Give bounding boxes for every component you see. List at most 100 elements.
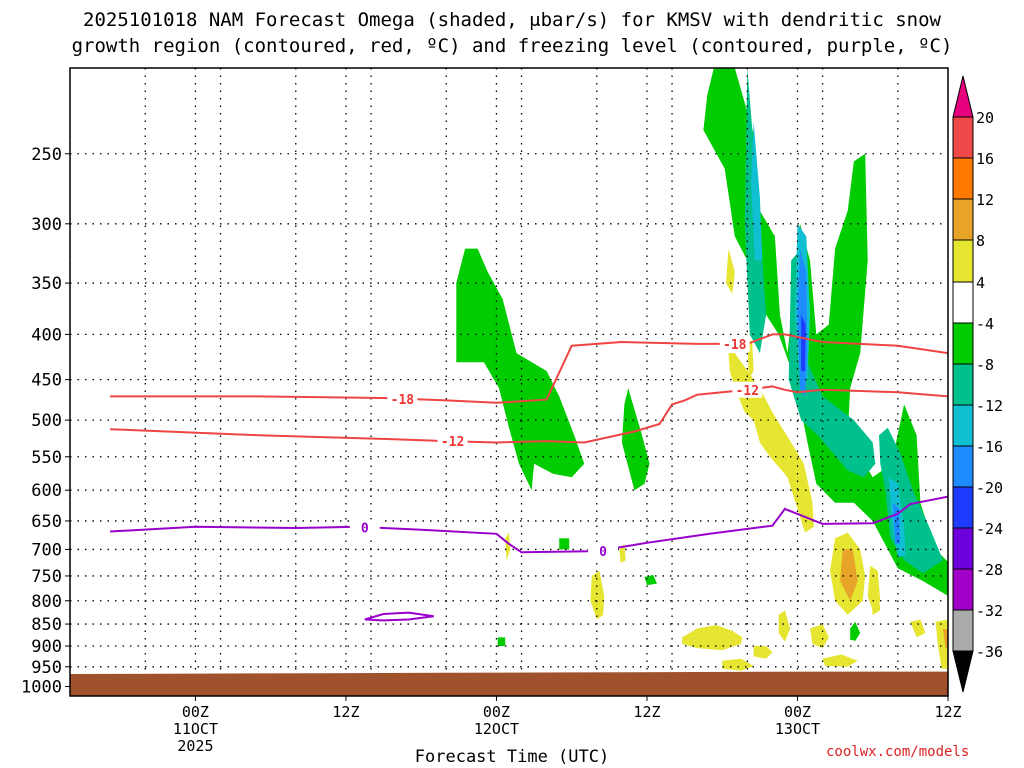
colorbar-label: 12 xyxy=(976,191,994,209)
y-tick-label: 400 xyxy=(31,325,62,345)
credit-text: coolwx.com/models xyxy=(826,744,970,760)
omega-positive-region xyxy=(943,628,948,649)
dgz-lower-contour xyxy=(110,385,948,444)
dgz-lower-label-bg xyxy=(437,433,468,450)
omega-positive-region xyxy=(590,570,605,620)
y-tick-label: 950 xyxy=(31,658,62,678)
colorbar-label: 16 xyxy=(976,150,994,168)
dgz-upper-label: -18 xyxy=(723,338,747,353)
ground-surface xyxy=(70,671,948,696)
colorbar-top-triangle xyxy=(952,75,974,118)
colorbar-block xyxy=(952,445,974,488)
omega-negative-region xyxy=(751,121,763,261)
omega-positive-region xyxy=(726,248,735,294)
omega-positive-region xyxy=(753,646,773,659)
omega-positive-region xyxy=(822,654,858,667)
colorbar-block xyxy=(952,322,974,365)
y-tick-label: 300 xyxy=(31,215,62,235)
y-tick-label: 750 xyxy=(31,567,62,587)
omega-negative-region xyxy=(497,637,506,646)
x-tick-label: 00Z xyxy=(784,703,811,721)
omega-positive-region xyxy=(870,586,881,615)
colorbar-block xyxy=(952,527,974,570)
y-tick-label: 650 xyxy=(31,512,62,532)
colorbar-block xyxy=(952,198,974,241)
colorbar-block xyxy=(952,609,974,652)
colorbar-block xyxy=(952,281,974,324)
omega-positive-region xyxy=(840,549,858,601)
omega-negative-region xyxy=(788,248,876,478)
y-tick-label: 600 xyxy=(31,481,62,501)
omega-negative-region xyxy=(456,248,585,491)
x-tick-label: 12Z xyxy=(332,703,359,721)
y-tick-label: 1000 xyxy=(21,678,62,698)
x-tick-label: 2025 xyxy=(177,737,213,755)
dgz-upper-contour xyxy=(110,333,948,404)
colorbar-bottom-triangle xyxy=(952,650,974,693)
x-axis-label: Forecast Time (UTC) xyxy=(414,747,610,767)
dgz-upper-label-bg xyxy=(387,390,418,407)
colorbar-label: -24 xyxy=(976,520,1003,538)
y-tick-label: 800 xyxy=(31,592,62,612)
omega-positive-region xyxy=(682,625,743,651)
dgz-lower-label: -12 xyxy=(441,435,464,450)
colorbar-label: -12 xyxy=(976,397,1003,415)
colorbar-block xyxy=(952,404,974,447)
omega-negative-region xyxy=(1011,224,1021,261)
omega-positive-region xyxy=(810,624,829,649)
dgz-lower-label-bg xyxy=(732,381,763,398)
colorbar-block xyxy=(952,568,974,611)
colorbar-block xyxy=(952,157,974,200)
y-tick-label: 250 xyxy=(31,145,62,165)
colorbar-block xyxy=(952,486,974,529)
colorbar-label: 4 xyxy=(976,274,985,292)
plot-area-group: -18-18-18-12-12-12000 xyxy=(70,68,1024,696)
omega-positive-region xyxy=(619,543,626,563)
x-tick-label: 12Z xyxy=(633,703,660,721)
freezing-level-loop xyxy=(364,611,434,622)
colorbar-block xyxy=(952,116,974,159)
omega-negative-region xyxy=(559,538,570,550)
colorbar-label: -8 xyxy=(976,356,994,374)
x-tick-label: 12OCT xyxy=(474,720,519,738)
omega-positive-region xyxy=(505,532,511,561)
dgz-upper-label-bg xyxy=(719,335,750,352)
y-tick-label: 900 xyxy=(31,637,62,657)
colorbar-label: -32 xyxy=(976,602,1003,620)
colorbar-label: 20 xyxy=(976,109,994,127)
y-tick-label: 500 xyxy=(31,411,62,431)
omega-positive-region xyxy=(983,304,1008,549)
x-tick-label: 00Z xyxy=(483,703,510,721)
omega-negative-region xyxy=(801,314,806,371)
omega-positive-region xyxy=(728,353,814,533)
colorbar-label: -36 xyxy=(976,643,1003,661)
colorbar-label: -4 xyxy=(976,315,994,333)
plot-frame xyxy=(69,67,949,697)
omega-positive-region xyxy=(722,658,754,671)
x-tick-label: 00Z xyxy=(182,703,209,721)
omega-negative-region xyxy=(621,388,650,491)
colorbar-label: 8 xyxy=(976,232,985,250)
freezing-label: 0 xyxy=(361,521,369,536)
omega-negative-region xyxy=(993,260,1001,334)
omega-negative-region xyxy=(644,574,657,586)
omega-negative-region xyxy=(703,68,948,596)
omega-negative-region xyxy=(850,621,861,641)
colorbar-block xyxy=(952,363,974,406)
chart-title-line1: 2025101018 NAM Forecast Omega (shaded, μ… xyxy=(83,9,941,31)
omega-positive-region xyxy=(1011,655,1024,669)
y-tick-label: 450 xyxy=(31,371,62,391)
y-tick-label: 700 xyxy=(31,540,62,560)
x-tick-label: 11OCT xyxy=(173,720,218,738)
colorbar-label: -16 xyxy=(976,438,1003,456)
omega-positive-region xyxy=(910,619,926,638)
y-tick-label: 350 xyxy=(31,274,62,294)
dgz-upper-label: -18 xyxy=(391,393,415,408)
freezing-label: 0 xyxy=(599,545,607,560)
freezing-label-bg xyxy=(588,543,619,560)
omega-positive-region xyxy=(778,610,790,642)
y-tick-label: 850 xyxy=(31,615,62,635)
dgz-lower-label: -12 xyxy=(736,384,759,399)
freezing-label-bg xyxy=(349,519,380,536)
